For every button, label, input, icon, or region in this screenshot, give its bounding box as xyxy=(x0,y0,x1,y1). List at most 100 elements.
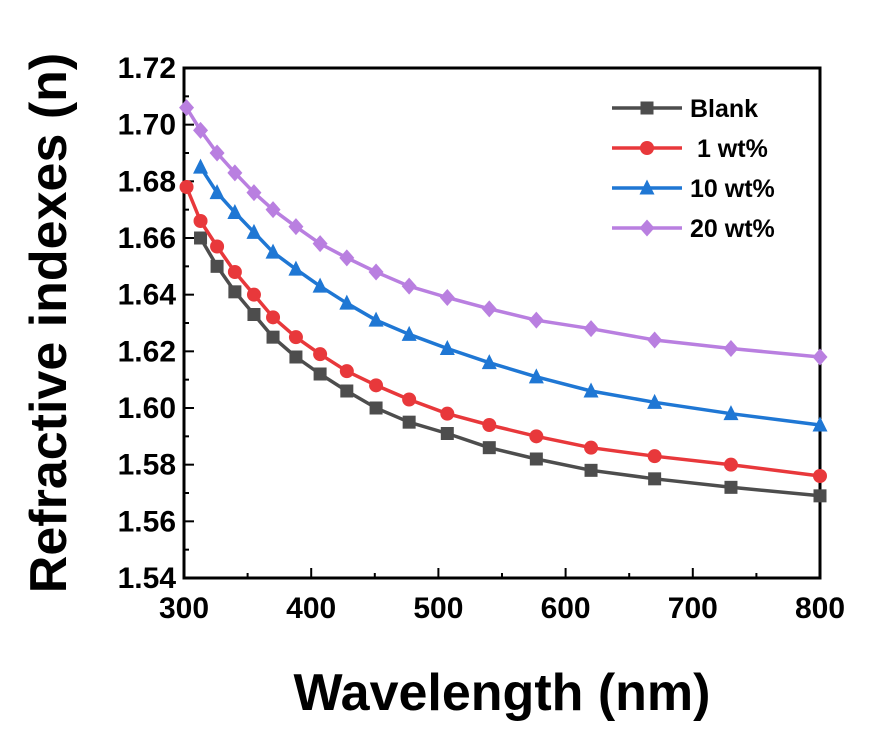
data-point xyxy=(723,405,739,421)
data-point xyxy=(227,265,242,279)
data-point xyxy=(265,243,281,259)
legend: Blank 1 wt% 10 wt% 20 wt% xyxy=(612,95,775,243)
data-point xyxy=(246,223,262,239)
y-tick-label: 1.54 xyxy=(118,562,177,595)
data-point xyxy=(288,330,303,345)
legend-marker xyxy=(639,219,655,237)
data-point xyxy=(723,340,739,357)
legend-marker xyxy=(639,179,655,195)
data-point xyxy=(193,121,209,139)
data-point xyxy=(482,418,497,432)
x-axis: 300 400 500 600 700 800 xyxy=(159,568,845,625)
data-point xyxy=(288,260,304,276)
data-point xyxy=(247,308,261,321)
legend-label: 20 wt% xyxy=(690,215,775,243)
x-axis-title: Wavelength (nm) xyxy=(294,664,711,722)
data-point xyxy=(313,367,327,381)
data-point xyxy=(439,289,455,306)
y-tick-label: 1.70 xyxy=(118,109,176,142)
y-tick-label: 1.66 xyxy=(118,222,176,255)
data-point xyxy=(228,285,242,299)
data-point xyxy=(482,441,496,455)
y-axis: 1.54 1.56 1.58 1.60 1.62 1.64 1.66 1.68 1.70 1.72 xyxy=(118,52,194,595)
data-point xyxy=(193,158,209,174)
legend-item: Blank xyxy=(612,95,758,123)
data-point xyxy=(440,427,454,440)
data-point xyxy=(584,440,599,455)
data-point xyxy=(210,239,225,254)
data-point xyxy=(209,184,225,200)
data-point xyxy=(647,393,663,409)
data-point xyxy=(812,416,828,432)
data-point xyxy=(647,449,662,464)
data-point xyxy=(723,457,738,472)
data-point xyxy=(313,347,328,362)
y-axis-title: Refractive indexes (n) xyxy=(20,53,78,593)
data-point xyxy=(481,354,497,370)
x-tick-label: 700 xyxy=(668,592,718,625)
series-layer xyxy=(179,99,828,503)
data-point xyxy=(246,287,261,302)
data-point xyxy=(265,201,281,219)
data-point xyxy=(227,204,243,219)
x-tick-label: 500 xyxy=(413,592,463,625)
data-point xyxy=(193,214,208,228)
data-point xyxy=(529,429,544,444)
data-point xyxy=(179,180,194,194)
y-tick-label: 1.64 xyxy=(118,279,177,312)
data-point xyxy=(339,364,354,379)
data-point xyxy=(266,330,280,344)
y-tick-label: 1.58 xyxy=(118,449,176,482)
data-point xyxy=(368,263,384,281)
x-tick-label: 400 xyxy=(286,592,336,625)
data-point xyxy=(369,401,383,415)
data-point xyxy=(724,480,738,494)
x-tick-label: 300 xyxy=(159,592,209,625)
series-10-wtpct xyxy=(193,158,828,432)
y-tick-label: 1.68 xyxy=(118,165,176,198)
x-tick-label: 600 xyxy=(541,592,591,625)
data-point xyxy=(402,415,416,429)
x-tick-label: 800 xyxy=(795,592,845,625)
data-point xyxy=(179,99,195,117)
series-line xyxy=(199,166,821,427)
data-point xyxy=(340,384,354,398)
data-point xyxy=(288,218,304,236)
legend-item: 10 wt% xyxy=(612,175,775,203)
data-point xyxy=(812,348,828,366)
data-point xyxy=(312,235,328,253)
data-point xyxy=(339,249,355,267)
data-point xyxy=(227,164,243,182)
data-point xyxy=(583,382,599,398)
y-tick-label: 1.60 xyxy=(118,392,176,425)
y-tick-label: 1.62 xyxy=(118,335,176,368)
data-point xyxy=(401,277,417,295)
data-point xyxy=(368,311,384,327)
data-point xyxy=(289,350,303,364)
legend-label: Blank xyxy=(690,95,758,123)
data-point xyxy=(481,300,497,318)
data-point xyxy=(401,325,417,341)
data-point xyxy=(312,277,328,293)
data-point xyxy=(813,489,827,503)
y-tick-label: 1.72 xyxy=(118,52,176,85)
y-tick-label: 1.56 xyxy=(118,505,176,538)
series-20-wtpct xyxy=(179,99,828,366)
data-point xyxy=(528,311,544,329)
data-point xyxy=(210,259,224,273)
legend-label: 1 wt% xyxy=(690,135,768,163)
data-point xyxy=(583,320,599,338)
data-point xyxy=(529,452,543,466)
legend-item: 20 wt% xyxy=(612,215,775,243)
legend-marker xyxy=(640,101,654,115)
data-point xyxy=(813,469,827,483)
data-point xyxy=(648,472,662,486)
series-1-wtpct xyxy=(179,180,827,483)
data-point xyxy=(194,231,208,245)
legend-marker xyxy=(640,141,654,155)
series-blank xyxy=(194,231,827,503)
data-point xyxy=(266,310,281,325)
data-point xyxy=(369,378,384,393)
data-point xyxy=(339,294,355,310)
